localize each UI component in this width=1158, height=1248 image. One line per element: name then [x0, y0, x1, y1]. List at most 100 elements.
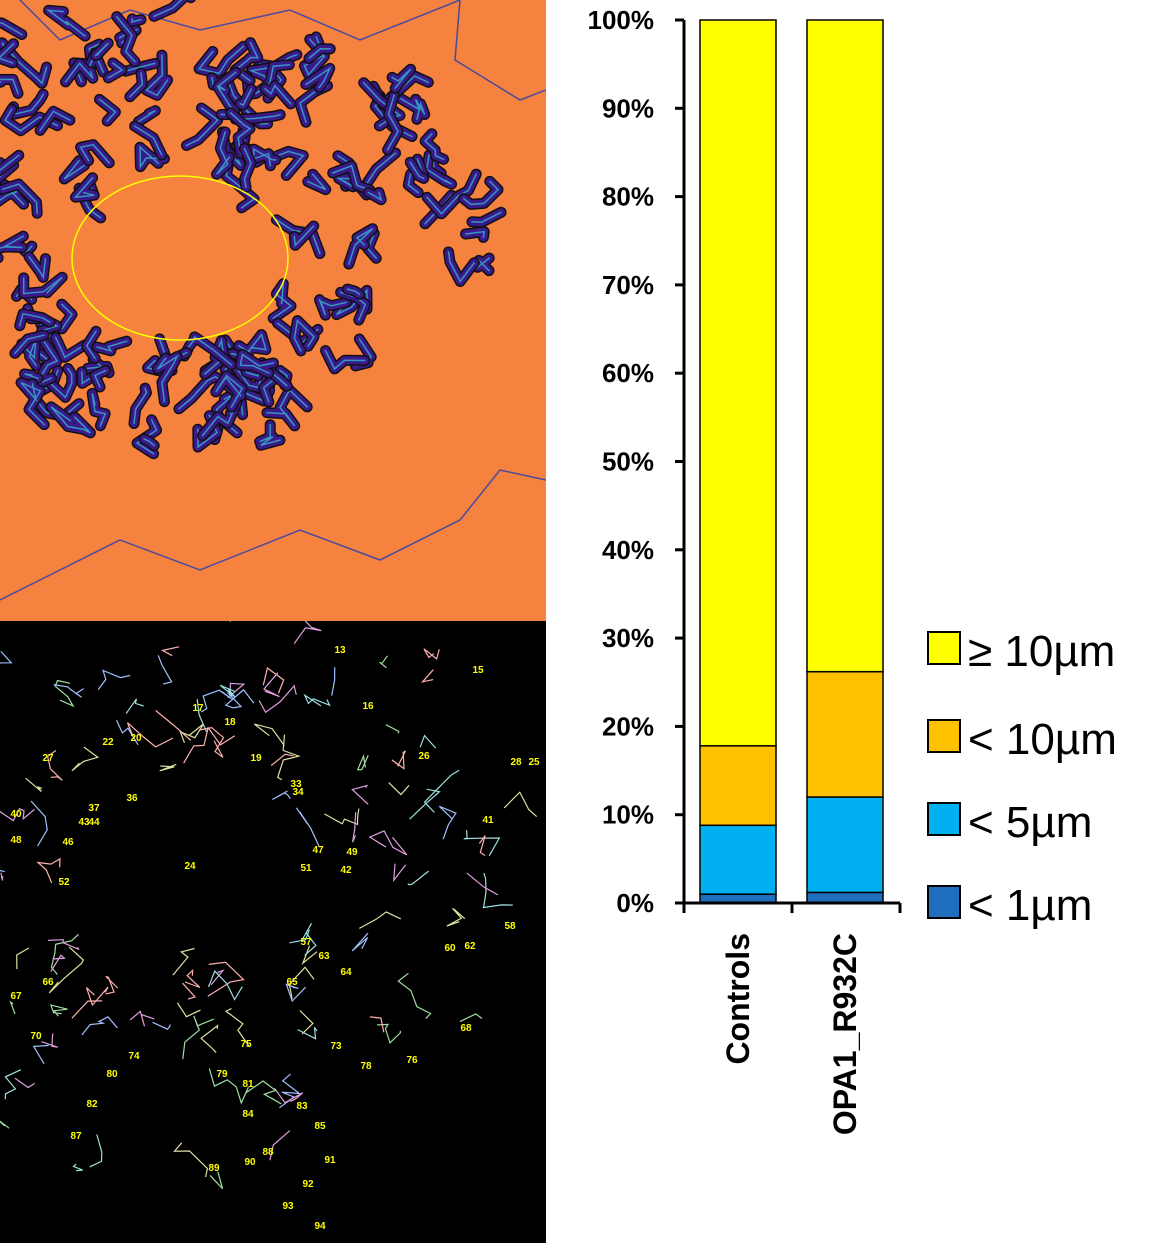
skeleton-branch — [41, 1034, 57, 1048]
segment-label: 26 — [418, 751, 430, 762]
skeleton-branch — [296, 808, 319, 846]
skeleton-branch — [180, 724, 203, 743]
segment-label: 67 — [10, 991, 22, 1002]
skeleton-branch — [208, 962, 244, 996]
segment-label: 37 — [88, 803, 100, 814]
segment-label: 66 — [42, 977, 54, 988]
segment-label: 81 — [242, 1079, 254, 1090]
bars — [700, 20, 883, 903]
skeleton-branch — [460, 1014, 482, 1022]
segment-label: 70 — [30, 1031, 42, 1042]
segment-label: 75 — [240, 1039, 252, 1050]
skeleton-branch — [370, 1017, 384, 1032]
segment-label: 85 — [314, 1121, 326, 1132]
skeleton-branch — [294, 621, 321, 644]
bar-segment — [807, 797, 883, 892]
skeleton-branch — [254, 724, 283, 745]
skeleton-branch — [305, 695, 330, 706]
skeleton-branch — [74, 1164, 83, 1171]
skeleton-branch — [130, 1011, 154, 1026]
segment-label: 27 — [42, 753, 54, 764]
skeleton-branch — [54, 685, 84, 698]
skeleton-branch — [425, 770, 460, 812]
skeleton-branch — [90, 1135, 102, 1167]
segment-label: 16 — [362, 701, 374, 712]
skeleton-branch — [359, 912, 401, 929]
segment-label: 34 — [292, 787, 304, 798]
micrograph-drawing — [0, 0, 546, 621]
skeleton-branch — [0, 651, 11, 663]
legend-swatch — [928, 803, 960, 835]
y-tick-label: 50% — [602, 447, 654, 477]
skeleton-branch — [423, 670, 434, 682]
segment-label: 64 — [340, 967, 352, 978]
skeleton-branch — [358, 755, 369, 770]
category-label: OPA1_R932C — [827, 933, 863, 1135]
skeleton-branch — [201, 690, 231, 712]
skeleton-branch — [185, 970, 200, 987]
segment-label: 41 — [482, 815, 494, 826]
legend-label: < 10µm — [968, 715, 1117, 764]
segment-label: 89 — [208, 1163, 220, 1174]
mitochondria-network — [0, 0, 501, 454]
skeleton-branch — [464, 830, 500, 856]
segment-label: 40 — [10, 809, 22, 820]
y-axis: 0%10%20%30%40%50%60%70%80%90%100% — [588, 5, 685, 918]
segment-label: 28 — [510, 757, 522, 768]
segment-label: 65 — [286, 977, 298, 988]
segment-label: 87 — [70, 1131, 82, 1142]
segment-label: 57 — [300, 937, 312, 948]
skeleton-branch — [72, 747, 98, 771]
skeleton-branch — [82, 1017, 118, 1035]
skeleton-branch — [398, 973, 430, 1018]
skeleton-branch — [163, 647, 179, 656]
bar-segment — [700, 825, 776, 894]
skeleton-branch — [158, 655, 171, 684]
skeleton-branch — [0, 856, 5, 872]
legend-label: < 5µm — [968, 798, 1092, 847]
segment-label: 73 — [330, 1041, 342, 1052]
skeleton-branch — [106, 976, 118, 994]
segment-label: 48 — [10, 835, 22, 846]
skeleton-branch — [370, 831, 407, 855]
skeleton-branch — [72, 1001, 102, 1018]
legend-swatch — [928, 720, 960, 752]
segment-label: 19 — [250, 753, 262, 764]
segment-label: 36 — [126, 793, 138, 804]
skeleton-branch — [177, 1003, 200, 1017]
skeleton-branch — [0, 1116, 9, 1139]
bar-segment — [700, 746, 776, 825]
y-tick-label: 60% — [602, 358, 654, 388]
skeleton-branch — [17, 948, 29, 969]
skeleton-branch — [424, 649, 439, 659]
segment-label: 24 — [184, 861, 196, 872]
skeleton-branch — [394, 864, 406, 881]
skeleton-branch — [272, 791, 290, 800]
skeleton-branch — [34, 1046, 49, 1064]
segment-label: 92 — [302, 1179, 314, 1190]
y-tick-label: 70% — [602, 270, 654, 300]
stacked-bar-chart: 0%10%20%30%40%50%60%70%80%90%100% Contro… — [546, 0, 1158, 1243]
skeleton-branch — [15, 1078, 35, 1087]
skeleton-branch — [408, 871, 429, 885]
bar-segment — [807, 672, 883, 797]
bar-segment — [807, 20, 883, 672]
segment-label: 91 — [324, 1155, 336, 1166]
legend-swatch — [928, 632, 960, 664]
segment-label: 94 — [314, 1221, 326, 1232]
skeleton-branch — [420, 736, 436, 749]
skeleton-branch — [392, 751, 406, 769]
skeleton-branch — [51, 1005, 68, 1016]
skeleton-branch — [210, 1172, 223, 1189]
skeleton-branch — [175, 1143, 208, 1177]
skeleton-branch — [447, 908, 465, 926]
segment-label: 80 — [106, 1069, 118, 1080]
skeleton-branch — [352, 933, 368, 951]
skeleton-branch — [5, 1070, 20, 1100]
skeleton-branch — [389, 783, 409, 795]
segment-label: 63 — [318, 951, 330, 962]
segment-label: 22 — [102, 737, 114, 748]
y-tick-label: 80% — [602, 182, 654, 212]
chart-svg: 0%10%20%30%40%50%60%70%80%90%100% Contro… — [546, 0, 1158, 1243]
skeleton-branch — [153, 1022, 171, 1029]
